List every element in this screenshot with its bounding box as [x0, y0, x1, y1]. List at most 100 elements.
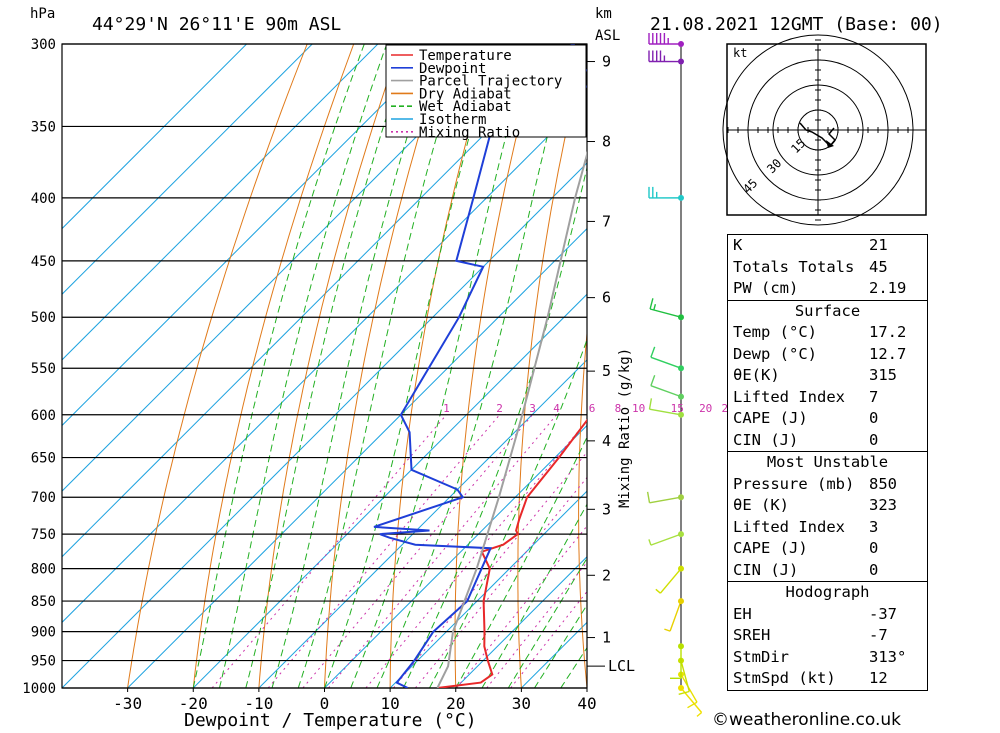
wind-barb-flag [678, 690, 690, 695]
height-unit: km [595, 6, 612, 22]
pressure-tick-label: 750 [31, 527, 56, 543]
index-row: K 21 [728, 235, 927, 257]
most-unstable-title: Most Unstable [766, 453, 889, 471]
dry-adiabat-line [638, 26, 684, 688]
index-value: 2.19 [869, 279, 907, 297]
surface-label: CAPE (J) [733, 409, 808, 427]
wind-barb-flag [653, 304, 657, 311]
pressure-tick-label: 850 [31, 594, 56, 610]
wind-barb [678, 657, 690, 695]
most-unstable-value: 323 [869, 496, 897, 514]
mixing-ratio-tick-label: 4 [553, 402, 560, 415]
temperature-tick-label: -10 [244, 694, 273, 713]
indices-box: K 21 Totals Totals 45 PW (cm) 2.19 Surface Te… [727, 234, 928, 691]
lcl-label: LCL [608, 657, 635, 675]
wind-barb [650, 346, 684, 372]
wind-barb [670, 643, 684, 679]
mixing-ratio-labels: 12346810152025 [443, 402, 735, 415]
pressure-tick-label: 650 [31, 451, 56, 467]
wet-adiabat-line [324, 44, 497, 688]
wind-barb-staff [650, 533, 682, 546]
most-unstable-label: CAPE (J) [733, 539, 808, 557]
wind-barb-flag [648, 398, 653, 410]
profile-temperature [437, 418, 587, 688]
hodograph-stat-row: StmSpd (kt) 12 [728, 668, 927, 690]
wet-adiabat-line [534, 604, 587, 688]
surface-row: CIN (J) 0 [728, 430, 927, 452]
most-unstable-row: CIN (J) 0 [728, 560, 927, 582]
hodograph-stat-row: StmDir 313° [728, 647, 927, 669]
surface-label: θE(K) [733, 366, 780, 384]
pressure-tick-label: 800 [31, 562, 56, 578]
copyright-footer: ©weatheronline.co.uk [712, 710, 902, 730]
height-tick-label: 6 [602, 289, 611, 307]
surface-value: 315 [869, 366, 897, 384]
x-axis-label: Dewpoint / Temperature (°C) [184, 710, 477, 731]
pressure-tick-label: 500 [31, 310, 56, 326]
temperature-tick-label: -30 [113, 694, 142, 713]
legend-label-parcel: Parcel Trajectory [419, 74, 562, 90]
dry-adiabat-line [695, 26, 730, 688]
most-unstable-label: Lifted Index [733, 517, 845, 536]
dry-adiabat-line [517, 44, 587, 688]
wind-barb-staff [680, 660, 690, 692]
temperature-tick-labels: -30 -20 -10 0 10 20 30 40 [113, 688, 597, 713]
hodograph-stat-value: 313° [869, 647, 907, 666]
mixing-ratio-tick-label: 6 [589, 402, 596, 415]
dry-adiabat-line [192, 44, 355, 688]
legend-label-mixing: Mixing Ratio [419, 125, 520, 141]
index-label: PW (cm) [733, 279, 799, 297]
temperature-tick-label: 40 [577, 694, 596, 713]
mixing-ratio-tick-label: 10 [632, 402, 645, 415]
pressure-tick-label: 900 [31, 625, 56, 641]
temperature-tick-label: 10 [380, 694, 399, 713]
wind-barb [655, 565, 684, 594]
wind-barb-flag [648, 539, 652, 546]
hodograph-stat-row: SREH -7 [728, 625, 927, 647]
index-value: 45 [869, 257, 888, 276]
dry-adiabat-line [324, 44, 448, 688]
hodograph-unit: kt [733, 46, 747, 60]
temperature-tick-label: 30 [512, 694, 531, 713]
surface-label: CIN (J) [733, 430, 799, 449]
profile-parcel-trajectory [436, 150, 587, 688]
mixing-ratio-line [267, 414, 500, 688]
index-row: PW (cm) 2.19 [728, 278, 927, 300]
isotherm-line [62, 162, 587, 688]
dry-adiabat-line [258, 44, 401, 688]
hodograph-stats-title: Hodograph [785, 583, 870, 601]
datetime: 21.08.2021 12GMT (Base: 00) [650, 14, 943, 35]
surface-value: 17.2 [869, 323, 907, 341]
surface-value: 12.7 [869, 344, 907, 363]
pressure-tick-label: 950 [31, 654, 56, 670]
wind-barb-column [646, 33, 703, 717]
isotherm-line [62, 44, 510, 492]
isotherm-line [62, 96, 587, 624]
most-unstable-label: θE (K) [733, 496, 789, 514]
mixing-ratio-tick-label: 20 [699, 402, 712, 415]
wind-barb [648, 398, 684, 418]
mixing-ratio-line [328, 414, 557, 688]
wet-adiabat-line [297, 44, 465, 688]
isotherm-line [455, 556, 587, 688]
wind-barb-staff [669, 600, 682, 632]
surface-value: 0 [869, 409, 879, 427]
wet-adiabat-line [219, 44, 388, 688]
wet-adiabat-line [507, 557, 587, 688]
height-tick-label: 7 [602, 212, 611, 230]
temperature-tick-label: 0 [320, 694, 330, 713]
hodograph-stat-label: SREH [733, 626, 771, 644]
index-label: Totals Totals [733, 257, 855, 276]
most-unstable-value: 850 [869, 474, 897, 493]
hodograph-stat-value: 12 [869, 669, 888, 687]
isotherm-line [62, 44, 379, 361]
mixing-ratio-tick-label: 1 [443, 402, 450, 415]
height-tick-label: 8 [602, 133, 611, 151]
height-tick-label: 5 [602, 362, 611, 380]
most-unstable-value: 3 [869, 517, 879, 536]
wind-barb-flag [687, 701, 698, 709]
hodograph-stat-row: EH -37 [728, 604, 927, 626]
